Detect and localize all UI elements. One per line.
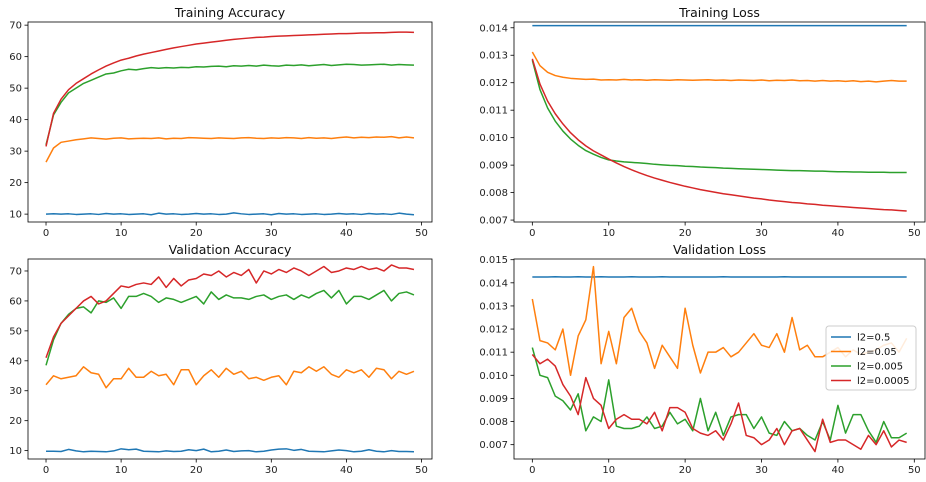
validation-loss-title: Validation Loss <box>673 242 766 257</box>
validation-accuracy-axes-frame <box>27 258 433 460</box>
training-loss-ytick-label: 0.010 <box>479 133 508 144</box>
legend: l2=0.5 l2=0.05 l2=0.005 l2=0.0005 <box>825 325 917 391</box>
validation-accuracy-ytick-label: 20 <box>9 416 22 427</box>
validation-loss-xtick-label: 10 <box>602 465 615 476</box>
training-accuracy-xtick-label: 0 <box>43 228 49 239</box>
validation-accuracy-series-l2-0-005 <box>45 289 415 366</box>
training-accuracy-series-l2-0-0005 <box>45 31 415 147</box>
training-accuracy-xtick-label: 10 <box>115 228 128 239</box>
training-accuracy-xtick-label: 30 <box>265 228 278 239</box>
validation-accuracy-ytick-label: 10 <box>9 446 22 457</box>
legend-label-l2-0-05: l2=0.05 <box>857 347 897 358</box>
training-accuracy-xtick-label: 20 <box>190 228 203 239</box>
validation-loss-xtick-label: 20 <box>679 465 692 476</box>
validation-loss-ytick-label: 0.012 <box>479 325 508 336</box>
training-accuracy-series-l2-0-005 <box>45 63 415 146</box>
training-loss-ytick-label: 0.012 <box>479 78 508 89</box>
training-accuracy-xtick-label: 50 <box>415 228 428 239</box>
validation-loss-xtick-label: 40 <box>832 465 845 476</box>
training-loss-series-l2-0-05 <box>531 51 907 83</box>
validation-accuracy-ytick-label: 70 <box>9 266 22 277</box>
training-loss-ytick-label: 0.009 <box>479 161 508 172</box>
training-loss-ytick-label: 0.007 <box>479 216 508 227</box>
validation-loss-ytick-label: 0.008 <box>479 417 508 428</box>
training-accuracy-ytick-label: 10 <box>9 210 22 221</box>
training-loss-xtick-label: 0 <box>529 228 535 239</box>
training-accuracy-series-l2-0-05 <box>45 135 415 163</box>
training-loss-ytick-label: 0.014 <box>479 23 508 34</box>
validation-accuracy-series-l2-0-05 <box>45 366 415 389</box>
training-accuracy-series-group <box>45 31 415 216</box>
training-loss-ytick-label: 0.011 <box>479 106 508 117</box>
validation-accuracy-series-l2-0-5 <box>46 448 415 453</box>
training-accuracy-ytick-label: 60 <box>9 52 22 63</box>
legend-label-l2-0-5: l2=0.5 <box>857 333 890 344</box>
validation-accuracy-ytick-label: 50 <box>9 326 22 337</box>
training-loss-series-l2-0-005 <box>531 60 907 174</box>
validation-loss-ytick-label: 0.013 <box>479 301 508 312</box>
validation-loss-ytick-label: 0.014 <box>479 278 508 289</box>
validation-accuracy-ytick-label: 30 <box>9 386 22 397</box>
legend-label-l2-0-0005: l2=0.0005 <box>857 376 910 387</box>
legend-label-l2-0-005: l2=0.005 <box>857 362 903 373</box>
validation-loss-ytick-label: 0.010 <box>479 371 508 382</box>
validation-accuracy-xtick-label: 40 <box>340 465 353 476</box>
validation-loss-series-l2-0-005 <box>531 347 908 444</box>
training-loss-ytick-label: 0.013 <box>479 51 508 62</box>
validation-loss-xtick-label: 50 <box>908 465 921 476</box>
training-accuracy-ytick-label: 20 <box>9 178 22 189</box>
training-loss-title: Training Loss <box>678 5 760 20</box>
validation-loss-series-group <box>531 265 908 453</box>
training-accuracy-title: Training Accuracy <box>174 5 286 20</box>
validation-loss-ytick-label: 0.007 <box>479 440 508 451</box>
training-accuracy-ytick-label: 30 <box>9 147 22 158</box>
validation-accuracy-xtick-label: 50 <box>415 465 428 476</box>
training-accuracy-ytick-label: 40 <box>9 115 22 126</box>
training-loss-xtick-label: 20 <box>679 228 692 239</box>
validation-accuracy-xtick-label: 0 <box>43 465 49 476</box>
validation-loss-ytick-label: 0.015 <box>479 255 508 266</box>
training-accuracy-ytick-label: 70 <box>9 21 22 32</box>
training-loss-series-l2-0-0005 <box>531 58 907 212</box>
training-loss-panel: Training Loss 0 10 20 30 40 50 0.007 0.008 0.009 0… <box>479 5 926 239</box>
training-loss-axes-frame <box>513 21 926 223</box>
validation-accuracy-series-group <box>45 264 415 453</box>
validation-accuracy-title: Validation Accuracy <box>169 242 292 257</box>
training-accuracy-ytick-label: 50 <box>9 84 22 95</box>
validation-accuracy-series-l2-0-0005 <box>45 264 415 359</box>
validation-loss-axes-frame <box>513 258 926 460</box>
training-loss-xtick-label: 40 <box>832 228 845 239</box>
training-loss-xtick-label: 50 <box>908 228 921 239</box>
training-accuracy-series-l2-0-5 <box>45 212 415 216</box>
validation-accuracy-panel: Validation Accuracy 0 10 20 30 40 50 10 20 30 40 50… <box>9 242 433 476</box>
validation-accuracy-ytick-label: 40 <box>9 356 22 367</box>
validation-loss-ytick-label: 0.009 <box>479 394 508 405</box>
validation-loss-ytick-label: 0.011 <box>479 348 508 359</box>
training-loss-xtick-label: 30 <box>755 228 768 239</box>
validation-accuracy-xtick-label: 20 <box>190 465 203 476</box>
training-accuracy-panel: Training Accuracy 0 10 20 30 40 50 10 20 30 40 50 60… <box>9 5 433 239</box>
training-loss-xtick-label: 10 <box>602 228 615 239</box>
training-accuracy-xtick-label: 40 <box>340 228 353 239</box>
validation-loss-panel: Validation Loss 0 10 20 30 40 50 0.007 0.008 0.00… <box>479 242 926 476</box>
legend-box <box>825 325 917 391</box>
validation-loss-xtick-label: 30 <box>755 465 768 476</box>
validation-loss-series-l2-0-0005 <box>531 354 907 453</box>
validation-accuracy-xtick-label: 10 <box>115 465 128 476</box>
validation-accuracy-xtick-label: 30 <box>265 465 278 476</box>
validation-loss-xtick-label: 0 <box>529 465 535 476</box>
training-loss-series-group <box>531 24 907 212</box>
validation-accuracy-ytick-label: 60 <box>9 296 22 307</box>
training-loss-ytick-label: 0.008 <box>479 188 508 199</box>
training-accuracy-axes-frame <box>27 21 433 223</box>
